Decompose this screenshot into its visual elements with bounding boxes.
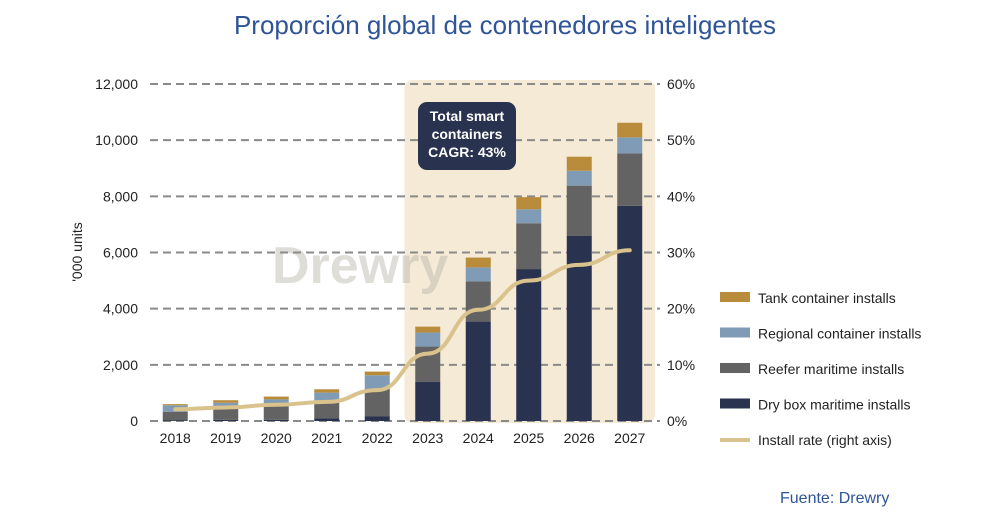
- bar-reefer-maritime-installs-2020: [263, 406, 289, 420]
- y-tick-label: 6,000: [103, 245, 138, 261]
- watermark-logo: Drewry: [272, 237, 448, 295]
- y-tick-label: 0: [130, 413, 138, 429]
- y2-tick-label: 10%: [667, 357, 695, 373]
- legend-label: Install rate (right axis): [758, 432, 892, 448]
- bar-reefer-maritime-installs-2019: [213, 408, 239, 420]
- x-tick-label: 2020: [261, 430, 292, 446]
- bar-reefer-maritime-installs-2025: [516, 223, 542, 270]
- legend-label: Tank container installs: [758, 290, 896, 306]
- bar-tank-container-installs-2027: [617, 122, 643, 138]
- bar-regional-container-installs-2022: [364, 375, 390, 389]
- x-tick-label: 2026: [564, 430, 595, 446]
- bar-regional-container-installs-2023: [415, 332, 441, 347]
- bar-dry-box-maritime-installs-2022: [364, 416, 390, 421]
- bar-dry-box-maritime-installs-2023: [415, 381, 441, 421]
- bar-tank-container-installs-2023: [415, 326, 441, 333]
- y2-tick-label: 0%: [667, 413, 687, 429]
- y-tick-label: 10,000: [95, 132, 138, 148]
- legend-swatch: [720, 363, 750, 373]
- bar-tank-container-installs-2021: [314, 389, 340, 393]
- bar-regional-container-installs-2025: [516, 209, 542, 224]
- x-tick-label: 2027: [614, 430, 645, 446]
- bar-regional-container-installs-2021: [314, 392, 340, 402]
- legend-label: Reefer maritime installs: [758, 361, 904, 377]
- y2-tick-label: 60%: [667, 76, 695, 92]
- x-tick-label: 2023: [412, 430, 443, 446]
- x-tick-label: 2024: [463, 430, 494, 446]
- bar-tank-container-installs-2019: [213, 400, 239, 403]
- x-tick-label: 2019: [210, 430, 241, 446]
- x-tick-label: 2021: [311, 430, 342, 446]
- bar-dry-box-maritime-installs-2027: [617, 205, 643, 421]
- legend-label: Dry box maritime installs: [758, 397, 910, 413]
- bar-reefer-maritime-installs-2021: [314, 401, 340, 419]
- bar-reefer-maritime-installs-2022: [364, 388, 390, 417]
- y-tick-label: 2,000: [103, 357, 138, 373]
- legend-swatch: [720, 292, 750, 302]
- y-tick-label: 8,000: [103, 188, 138, 204]
- y-tick-label: 4,000: [103, 301, 138, 317]
- bar-regional-container-installs-2024: [465, 267, 491, 282]
- bar-tank-container-installs-2024: [465, 257, 491, 268]
- y2-tick-label: 40%: [667, 188, 695, 204]
- legend-swatch: [720, 327, 750, 338]
- bar-dry-box-maritime-installs-2024: [465, 321, 491, 421]
- bar-dry-box-maritime-installs-2025: [516, 269, 542, 421]
- bar-reefer-maritime-installs-2026: [566, 185, 592, 236]
- cagr-annotation-text: containers: [432, 126, 503, 142]
- bar-dry-box-maritime-installs-2019: [213, 419, 239, 421]
- bar-dry-box-maritime-installs-2021: [314, 418, 340, 421]
- bar-reefer-maritime-installs-2027: [617, 153, 643, 206]
- y2-tick-label: 30%: [667, 245, 695, 261]
- y2-tick-label: 20%: [667, 301, 695, 317]
- y-axis-label: '000 units: [69, 222, 85, 282]
- cagr-annotation-text: Total smart: [430, 108, 505, 124]
- cagr-annotation-box: [418, 102, 516, 170]
- bar-reefer-maritime-installs-2024: [465, 281, 491, 322]
- bar-regional-container-installs-2026: [566, 170, 592, 186]
- legend-swatch: [720, 398, 750, 409]
- source-note: Fuente: Drewry: [780, 490, 890, 507]
- y2-tick-label: 50%: [667, 132, 695, 148]
- bar-tank-container-installs-2026: [566, 156, 592, 171]
- install-rate-line: [173, 248, 632, 412]
- bar-reefer-maritime-installs-2018: [162, 411, 188, 421]
- bar-tank-container-installs-2025: [516, 197, 542, 210]
- bar-regional-container-installs-2027: [617, 137, 643, 154]
- legend-label: Regional container installs: [758, 326, 921, 342]
- x-tick-label: 2018: [160, 430, 191, 446]
- chart-title: Proporción global de contenedores inteli…: [233, 10, 777, 40]
- bar-tank-container-installs-2018: [162, 404, 188, 406]
- bar-dry-box-maritime-installs-2018: [162, 420, 188, 421]
- x-tick-label: 2022: [362, 430, 393, 446]
- bar-tank-container-installs-2020: [263, 396, 289, 400]
- bar-tank-container-installs-2022: [364, 371, 390, 376]
- x-tick-label: 2025: [513, 430, 544, 446]
- y-tick-label: 12,000: [95, 76, 138, 92]
- cagr-annotation-text: CAGR: 43%: [428, 144, 506, 160]
- bar-dry-box-maritime-installs-2020: [263, 419, 289, 421]
